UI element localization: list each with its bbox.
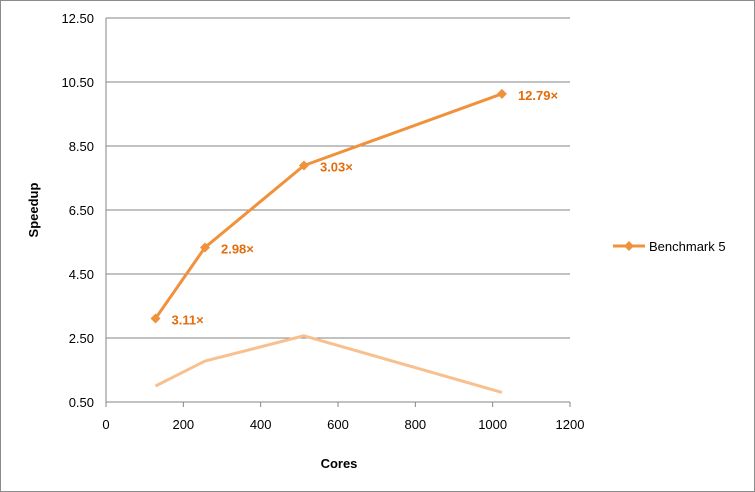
series-group (150, 88, 507, 394)
x-tick-label: 0 (102, 417, 109, 432)
data-point-marker (298, 160, 309, 171)
y-tick-label: 4.50 (69, 267, 94, 282)
data-point-marker (199, 242, 210, 253)
y-tick-label: 8.50 (69, 139, 94, 154)
series-line-1 (154, 334, 503, 394)
data-label: 2.98× (221, 241, 254, 256)
x-tick-label: 200 (172, 417, 194, 432)
x-tick-label: 1000 (478, 417, 507, 432)
y-axis-title: Speedup (26, 182, 41, 237)
y-tick-label: 10.50 (61, 75, 94, 90)
series-line-0 (154, 92, 503, 320)
x-tick-label: 600 (327, 417, 349, 432)
y-tick-label: 2.50 (69, 331, 94, 346)
x-tick-label: 1200 (556, 417, 585, 432)
data-label: 3.03× (320, 160, 353, 175)
legend: Benchmark 5 (613, 239, 726, 254)
y-tick-label: 6.50 (69, 203, 94, 218)
x-tick-label: 800 (404, 417, 426, 432)
y-axis-ticks: 0.50 2.50 4.50 6.50 8.50 10.50 12.50 (61, 11, 94, 410)
data-labels: 3.11× 2.98× 3.03× 12.79× (171, 88, 558, 328)
x-axis-ticks: 0 200 400 600 800 1000 1200 (102, 402, 584, 432)
y-tick-label: 0.50 (69, 395, 94, 410)
legend-marker-benchmark-5 (624, 241, 634, 251)
data-label: 3.11× (171, 312, 204, 327)
legend-label-benchmark-5: Benchmark 5 (649, 239, 726, 254)
y-tick-label: 12.50 (61, 11, 94, 26)
x-axis-title: Cores (321, 456, 358, 471)
data-point-marker (496, 88, 507, 99)
data-label: 12.79× (518, 88, 559, 103)
x-tick-label: 400 (250, 417, 272, 432)
data-point-marker (150, 313, 161, 324)
